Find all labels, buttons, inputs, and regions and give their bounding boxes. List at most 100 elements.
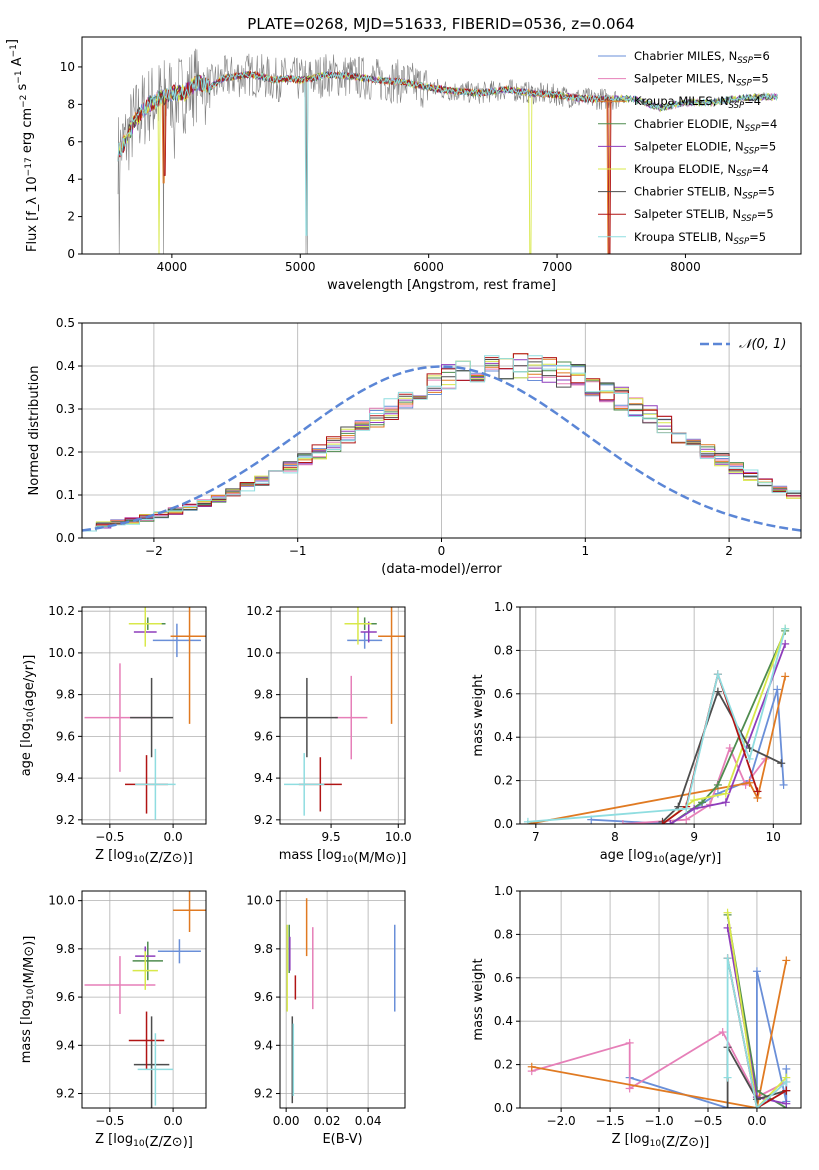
- errorbars: [84, 891, 206, 1108]
- weight-marker-salpeter-elodie: [666, 820, 675, 824]
- panel-residual-hist: −2 −1 0 1 2 0.0 0.1 0.2 0.3 0.4 0.5 (data-model)/er…: [27, 316, 802, 577]
- weight-marker-kroupa-stelib: [781, 624, 790, 633]
- weight-marker-salpeter-stelib: [753, 787, 762, 796]
- y-tick-label: 0.4: [494, 730, 513, 744]
- y-tick-label: 9.8: [254, 688, 273, 702]
- weight-marker-salpeter-miles: [618, 820, 627, 824]
- x-axis-label: age [log10(age/yr)]: [600, 848, 722, 866]
- axes-frame: [81, 890, 207, 1109]
- y-axis-label: mass [log10(M/M⊙)]: [19, 936, 37, 1064]
- errorbar-kroupa-stelib: [137, 1033, 174, 1106]
- x-tick-label: 5000: [285, 260, 316, 274]
- x-axis-label: (data-model)/error: [381, 562, 502, 577]
- x-tick-label: 2: [725, 544, 733, 558]
- weight-marker-salpeter-miles: [725, 744, 734, 753]
- x-tick-label: 0.0: [164, 830, 183, 844]
- legend-label-kroupa-miles: Kroupa MILES, NSSP=4: [634, 94, 761, 111]
- errorbar-kroupa-miles: [378, 607, 405, 724]
- y-tick-label: 0.2: [56, 445, 75, 459]
- y-tick-label: 4: [67, 172, 75, 186]
- grid: [520, 890, 801, 1109]
- weight-marker-chabrier-stelib: [752, 1095, 761, 1104]
- y-tick-label: 6: [67, 135, 75, 149]
- x-axis-label: wavelength [Angstrom, rest frame]: [327, 278, 556, 293]
- y-tick-label: 10.0: [246, 646, 273, 660]
- panel-mass-weight-vs-age: 7 8 9 10 0.0 0.2 0.4 0.6 0.8 1.0 age [log10(age/yr…: [471, 600, 802, 866]
- y-axis-label: age [log10(age/yr)]: [19, 655, 37, 777]
- panel-spectrum: 4000 5000 6000 7000 8000 0 2 4 6 8 10 wavelength [A…: [5, 36, 802, 293]
- weight-line-kroupa-miles: [527, 676, 787, 824]
- hist-legend: 𝒩(0, 1): [700, 337, 786, 352]
- errorbar-chabrier-miles: [347, 632, 383, 649]
- weight-line-kroupa-elodie: [726, 912, 787, 1108]
- weight-marker-salpeter-miles: [682, 815, 691, 824]
- spectrum-legend: Chabrier MILES, NSSP=6 Salpeter MILES, NS…: [598, 49, 777, 247]
- histograms: [82, 353, 801, 538]
- grid: [280, 891, 405, 1108]
- x-tick-label: −1: [289, 544, 307, 558]
- y-tick-label: 9.2: [56, 813, 75, 827]
- weight-marker-chabrier-miles: [782, 1064, 791, 1073]
- hist-step-kroupa-stelib: [82, 355, 801, 538]
- panel-mass-vs-Z: −0.5 0.0 9.2 9.4 9.6 9.8 10.0 Z [log10(Z/Z⊙)] ma…: [19, 890, 207, 1150]
- weight-marker-chabrier-stelib: [723, 1104, 732, 1108]
- weight-marker-salpeter-miles: [718, 1028, 727, 1037]
- errorbar-kroupa-miles: [173, 891, 206, 932]
- y-axis-label: Flux [f_λ 10−17 erg cm−2 s−1 A−1]: [5, 39, 40, 252]
- x-tick-label: 7000: [542, 260, 573, 274]
- y-tick-label: 0.8: [494, 927, 513, 941]
- y-tick-label: 2: [67, 210, 75, 224]
- y-tick-label: 0.0: [494, 817, 513, 831]
- weight-line-chabrier-miles: [629, 971, 788, 1108]
- weight-marker-kroupa-stelib: [682, 804, 691, 813]
- x-tick-label: 9: [690, 830, 698, 844]
- axes-frame: [519, 890, 802, 1109]
- weight-marker-chabrier-stelib: [713, 687, 722, 696]
- weight-marker-salpeter-miles: [625, 1038, 634, 1047]
- panel-age-vs-mass: 9.5 10.0 9.2 9.4 9.6 9.8 10.0 10.2 mass [log10(M…: [246, 604, 411, 866]
- errorbars: [84, 607, 206, 820]
- panel-age-vs-Z: −0.5 0.0 9.2 9.4 9.6 9.8 10.0 10.2 Z [log10(Z/Z⊙…: [19, 604, 207, 866]
- x-tick-label: −0.5: [95, 830, 124, 844]
- y-tick-label: 9.2: [254, 813, 273, 827]
- x-tick-label: 4000: [157, 260, 188, 274]
- y-tick-label: 9.2: [56, 1087, 75, 1101]
- weight-marker-kroupa-stelib: [713, 670, 722, 679]
- errorbar-chabrier-stelib: [280, 677, 338, 758]
- x-tick-label: 0.00: [273, 1114, 300, 1128]
- normal-curve: [82, 365, 801, 532]
- weight-marker-salpeter-elodie: [781, 639, 790, 648]
- weight-marker-salpeter-elodie: [721, 798, 730, 807]
- weight-marker-kroupa-stelib: [752, 1104, 761, 1108]
- weight-marker-kroupa-stelib: [723, 1073, 732, 1082]
- x-tick-label: −0.5: [693, 1114, 722, 1128]
- y-axis-label: mass weight: [471, 958, 486, 1040]
- errorbar-salpeter-miles: [335, 675, 368, 760]
- legend-label-salpeter-stelib: Salpeter STELIB, NSSP=5: [634, 207, 774, 224]
- x-axis-label: Z [log10(Z/Z⊙)]: [95, 1132, 193, 1150]
- legend-label-chabrier-stelib: Chabrier STELIB, NSSP=5: [634, 185, 775, 202]
- panel-mass-weight-vs-Z: −2.0 −1.5 −1.0 −0.5 0.0 0.0 0.2 0.4 0.6 0.8 1.0 Z […: [471, 884, 802, 1150]
- axes-frame: [519, 606, 802, 825]
- grid: [82, 607, 206, 824]
- weight-marker-kroupa-stelib: [782, 1077, 791, 1086]
- weight-marker-kroupa-miles: [527, 1062, 536, 1071]
- y-tick-label: 9.6: [254, 729, 273, 743]
- axes-frame: [81, 322, 802, 539]
- x-tick-label: 10: [766, 830, 781, 844]
- weight-marker-kroupa-miles: [781, 672, 790, 681]
- y-tick-label: 10.0: [246, 894, 273, 908]
- weight-marker-chabrier-miles: [779, 780, 788, 789]
- y-tick-label: 9.8: [56, 688, 75, 702]
- weight-lines: [527, 908, 791, 1108]
- y-tick-label: 0.6: [494, 971, 513, 985]
- errorbar-chabrier-miles: [152, 623, 201, 658]
- y-tick-label: 9.8: [56, 942, 75, 956]
- axes-frame: [279, 890, 406, 1109]
- weight-line-kroupa-stelib: [726, 958, 787, 1108]
- spectrum-lines: [117, 48, 778, 254]
- x-axis-label: Z [log10(Z/Z⊙)]: [95, 848, 193, 866]
- weight-marker-kroupa-stelib: [523, 817, 532, 824]
- y-tick-label: 9.6: [56, 990, 75, 1004]
